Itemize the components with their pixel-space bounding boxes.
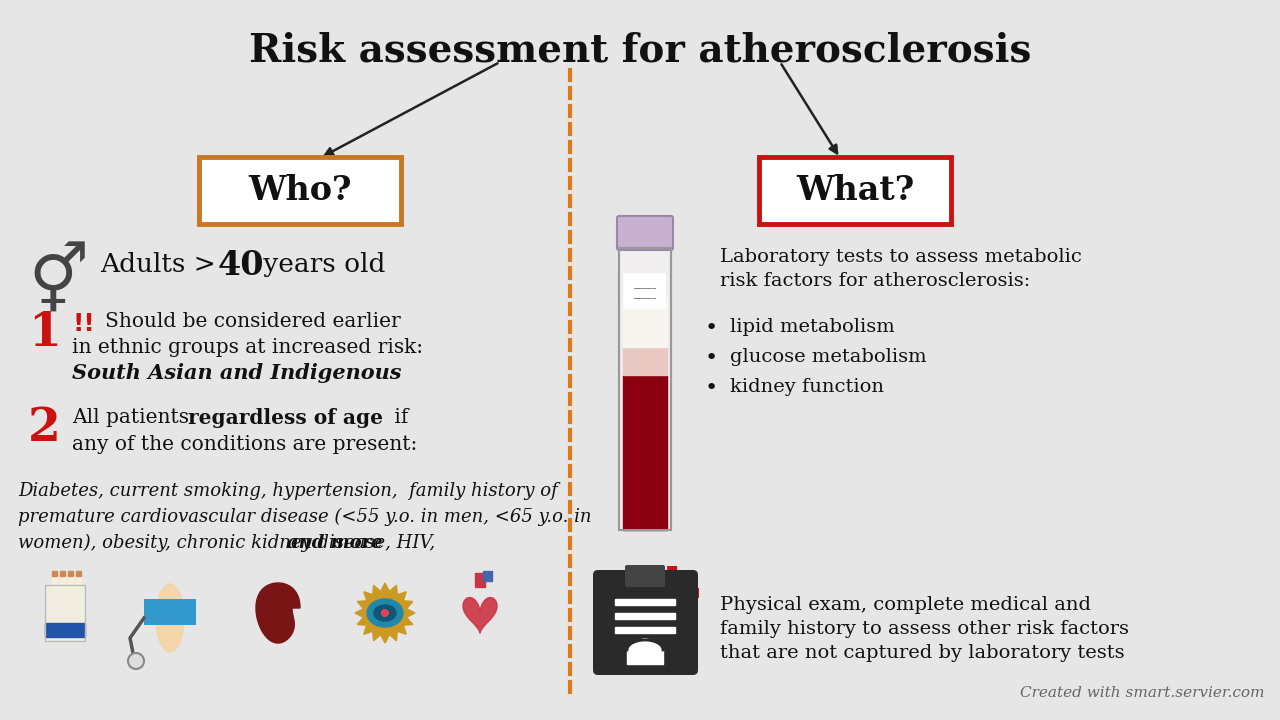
Bar xyxy=(614,599,675,605)
Bar xyxy=(76,571,81,576)
Text: ─────: ───── xyxy=(634,293,657,302)
FancyBboxPatch shape xyxy=(625,565,666,587)
Bar xyxy=(60,571,65,589)
Circle shape xyxy=(381,610,388,616)
Text: •: • xyxy=(705,348,718,368)
Text: What?: What? xyxy=(796,174,914,207)
Bar xyxy=(483,571,492,581)
Text: premature cardiovascular disease (<55 y.o. in men, <65 y.o. in: premature cardiovascular disease (<55 y.… xyxy=(18,508,591,526)
Text: glucose metabolism: glucose metabolism xyxy=(730,348,927,366)
Text: !!: !! xyxy=(72,312,95,336)
Bar xyxy=(52,571,58,589)
Text: ─────: ───── xyxy=(634,283,657,292)
Text: women), obesity, chronic kidney disease, HIV,: women), obesity, chronic kidney disease,… xyxy=(18,534,440,552)
Polygon shape xyxy=(463,598,497,634)
Text: 40: 40 xyxy=(218,249,265,282)
Bar xyxy=(68,571,73,576)
Text: lipid metabolism: lipid metabolism xyxy=(730,318,895,336)
Bar xyxy=(60,571,65,576)
Bar xyxy=(623,375,667,530)
Text: +: + xyxy=(636,555,708,638)
Ellipse shape xyxy=(374,605,396,621)
Text: 1: 1 xyxy=(28,310,61,356)
Bar xyxy=(475,573,485,587)
Polygon shape xyxy=(256,583,300,643)
Bar xyxy=(614,613,675,619)
Text: Risk assessment for atherosclerosis: Risk assessment for atherosclerosis xyxy=(248,32,1032,70)
Text: 2: 2 xyxy=(28,405,61,451)
Bar xyxy=(623,297,667,347)
Ellipse shape xyxy=(367,599,403,627)
Text: Adults >: Adults > xyxy=(100,252,224,277)
Bar xyxy=(614,627,675,633)
Text: Physical exam, complete medical and: Physical exam, complete medical and xyxy=(719,596,1091,614)
Bar xyxy=(52,571,58,576)
Text: ⚥: ⚥ xyxy=(28,248,88,318)
FancyBboxPatch shape xyxy=(593,570,698,675)
Text: family history to assess other risk factors: family history to assess other risk fact… xyxy=(719,620,1129,638)
Text: South Asian and Indigenous: South Asian and Indigenous xyxy=(72,363,402,383)
Text: and more: and more xyxy=(287,534,383,552)
Text: kidney function: kidney function xyxy=(730,378,884,396)
Circle shape xyxy=(381,610,388,616)
Bar xyxy=(143,599,196,625)
Circle shape xyxy=(634,639,657,661)
Bar xyxy=(623,347,667,375)
Text: Who?: Who? xyxy=(248,174,352,207)
Circle shape xyxy=(381,610,388,616)
Bar xyxy=(623,273,666,308)
Bar xyxy=(45,585,84,641)
Polygon shape xyxy=(355,583,415,643)
Ellipse shape xyxy=(156,584,184,652)
Bar xyxy=(68,571,73,589)
Text: Should be considered earlier: Should be considered earlier xyxy=(105,312,401,331)
Text: if: if xyxy=(388,408,408,427)
Text: •: • xyxy=(705,378,718,398)
Bar xyxy=(76,571,81,589)
Text: Laboratory tests to assess metabolic: Laboratory tests to assess metabolic xyxy=(719,248,1082,266)
Circle shape xyxy=(381,610,388,616)
FancyBboxPatch shape xyxy=(198,157,401,224)
Text: All patients: All patients xyxy=(72,408,196,427)
Circle shape xyxy=(381,610,388,616)
Circle shape xyxy=(381,610,388,616)
FancyBboxPatch shape xyxy=(620,248,671,530)
Text: years old: years old xyxy=(255,252,385,277)
Text: any of the conditions are present:: any of the conditions are present: xyxy=(72,435,417,454)
Text: that are not captured by laboratory tests: that are not captured by laboratory test… xyxy=(719,644,1125,662)
FancyBboxPatch shape xyxy=(759,157,951,224)
Circle shape xyxy=(128,653,143,669)
Circle shape xyxy=(381,610,388,616)
Text: risk factors for atherosclerosis:: risk factors for atherosclerosis: xyxy=(719,272,1030,290)
Text: Diabetes, current smoking, hypertension,  family history of: Diabetes, current smoking, hypertension,… xyxy=(18,482,558,500)
Circle shape xyxy=(381,610,388,616)
Bar xyxy=(45,623,84,637)
Text: in ethnic groups at increased risk:: in ethnic groups at increased risk: xyxy=(72,338,424,357)
Text: Created with smart.servier.com: Created with smart.servier.com xyxy=(1020,686,1265,700)
Text: regardless of age: regardless of age xyxy=(188,408,383,428)
Text: •: • xyxy=(705,318,718,338)
Bar xyxy=(45,585,84,641)
FancyBboxPatch shape xyxy=(617,216,673,250)
